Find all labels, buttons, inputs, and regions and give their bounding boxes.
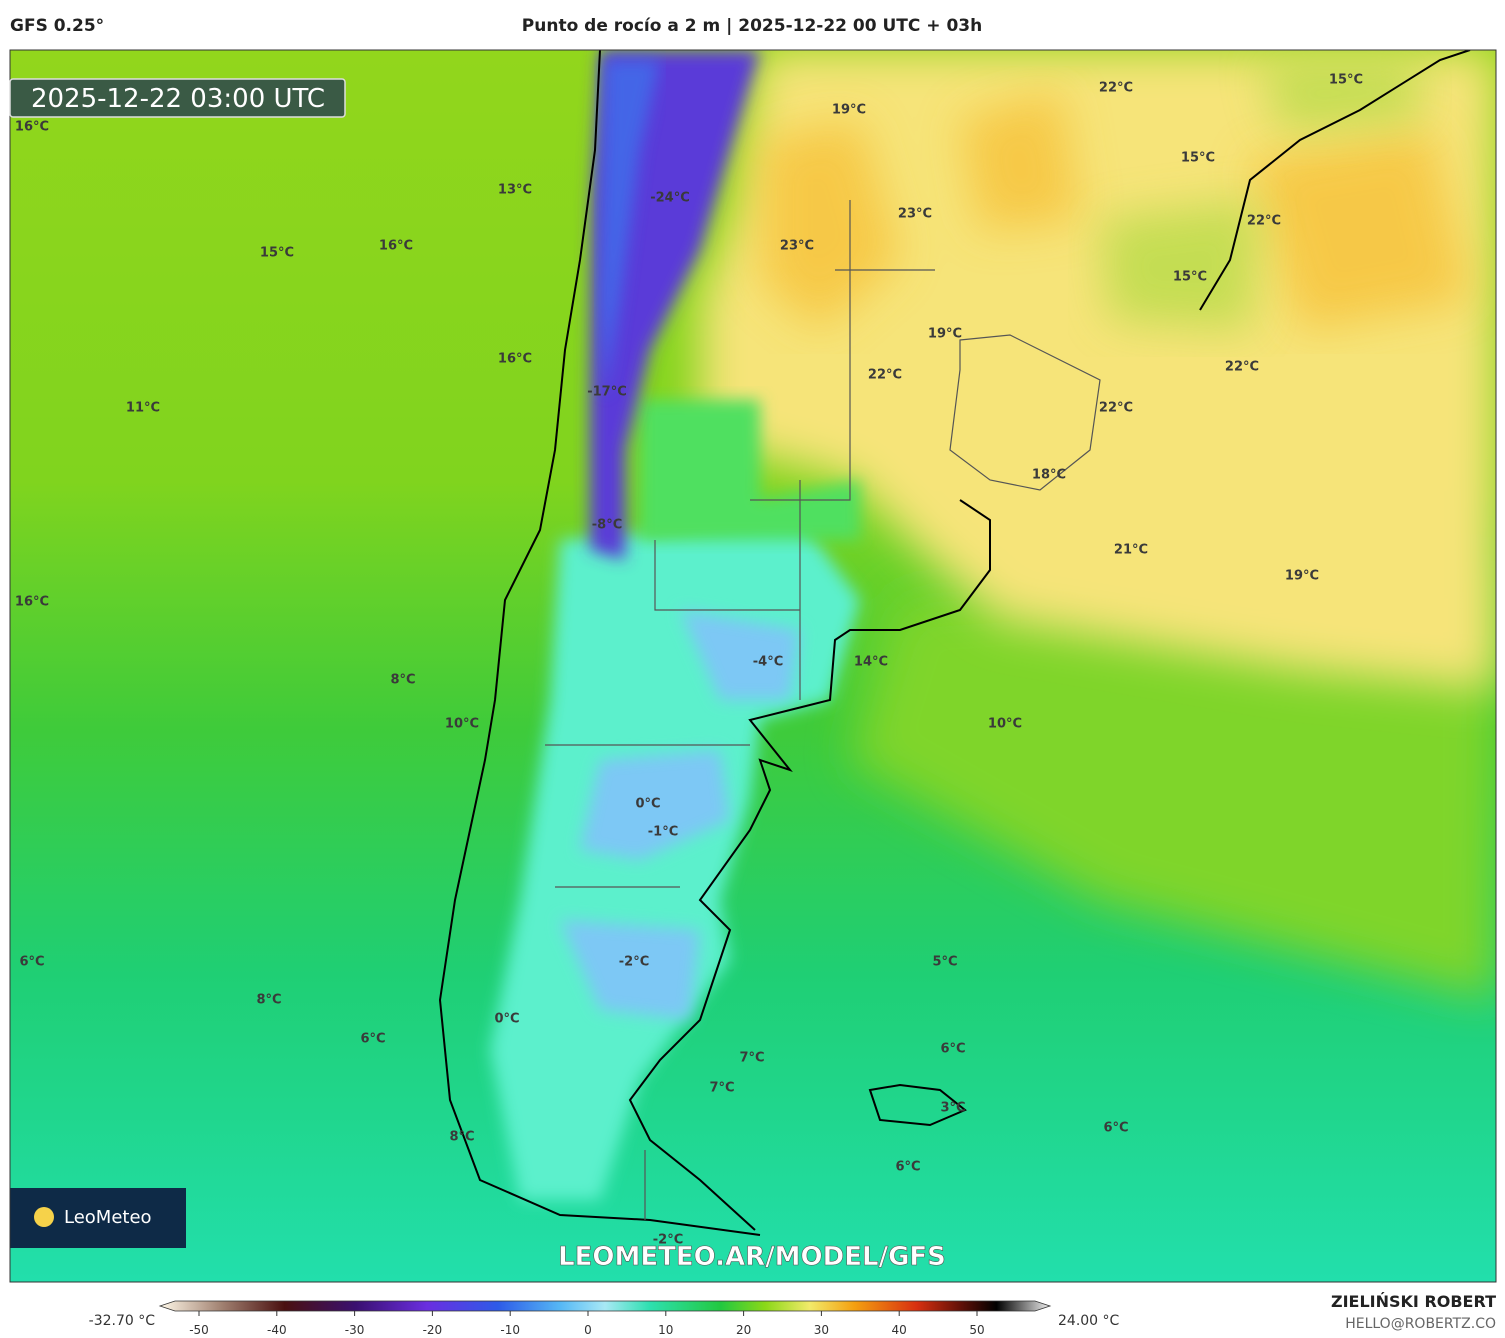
model: GFS 0.25° [10,16,104,36]
map-label: 6°C [895,1160,920,1175]
map-label: 23°C [898,207,932,222]
timestamp-badge [9,78,346,118]
map-label: 8°C [256,993,281,1008]
map-label: -4°C [753,655,783,670]
colorbar-tick-label: -40 [267,1323,287,1337]
map: LeoMeteo LEOMETEO.AR/MODEL/GFS 16°C 13°C 1… [10,50,1496,1282]
map-label: 0°C [494,1012,519,1027]
colorbar-tick-label: -50 [189,1323,209,1337]
map-label: -24°C [650,191,690,206]
colorbar-tick-label: -20 [423,1323,443,1337]
map-label: 15°C [1181,151,1215,166]
colorbar-tick-label: -30 [345,1323,365,1337]
map-label: 16°C [15,595,49,610]
map-label: 8°C [449,1130,474,1145]
map-label: 5°C [932,955,957,970]
colorbar-tick-label: 10 [658,1323,673,1337]
map-label: 6°C [360,1032,385,1047]
map-label: 6°C [940,1042,965,1057]
map-label: 3°C [940,1101,965,1116]
watermark: LEOMETEO.AR/MODEL/GFS [558,1242,946,1272]
map-label: 16°C [498,352,532,367]
colorbar-tick-label: 20 [736,1323,751,1337]
map-label: -2°C [653,1233,683,1248]
map-label: 23°C [780,239,814,254]
map-label: 19°C [928,327,962,342]
colorbar-tick-label: 0 [584,1323,592,1337]
email: HELLO@ROBERTZ.CO [1345,1316,1496,1332]
logo: LeoMeteo [64,1207,152,1228]
colorbar-tick-label: 30 [814,1323,829,1337]
colorbar-min: -32.70 °C [89,1313,156,1329]
map-label: 10°C [988,717,1022,732]
map-label: 22°C [1099,81,1133,96]
title: Punto de rocío a 2 m | 2025-12-22 00 UTC… [522,16,982,36]
map-label: 15°C [1329,73,1363,88]
map-label: 7°C [739,1051,764,1066]
map-label: 19°C [1285,569,1319,584]
colorbar-tick-label: 50 [969,1323,984,1337]
map-label: 6°C [1103,1121,1128,1136]
map-label: 14°C [854,655,888,670]
map-label: 15°C [1173,270,1207,285]
colorbar-max: 24.00 °C [1058,1313,1120,1329]
map-label: 10°C [445,717,479,732]
map-label: 13°C [498,183,532,198]
map-label: 22°C [868,368,902,383]
map-label: -2°C [619,955,649,970]
map-label: 16°C [15,120,49,135]
map-label: 22°C [1099,401,1133,416]
map-label: 19°C [832,103,866,118]
map-label: 8°C [390,673,415,688]
colorbar: -32.70 °C 24.00 °C -50 -40 -30 -20 -10 0 10 20 3… [89,1300,1120,1337]
map-label: 6°C [19,955,44,970]
map-label: 7°C [709,1081,734,1096]
map-label: 0°C [635,797,660,812]
map-label: -17°C [587,385,627,400]
map-label: 11°C [126,401,160,416]
map-label: 22°C [1225,360,1259,375]
timestamp: 2025-12-22 03:00 UTC [31,84,325,114]
colorbar-tick-label: 40 [892,1323,907,1337]
map-label: 21°C [1114,543,1148,558]
map-label: 15°C [260,246,294,261]
map-label: -8°C [592,518,622,533]
author: ZIELIŃSKI ROBERT [1331,1292,1496,1311]
map-label: -1°C [648,825,678,840]
colorbar-tick-label: -10 [500,1323,520,1337]
map-label: 22°C [1247,214,1281,229]
map-label: 18°C [1032,468,1066,483]
map-label: 16°C [379,239,413,254]
